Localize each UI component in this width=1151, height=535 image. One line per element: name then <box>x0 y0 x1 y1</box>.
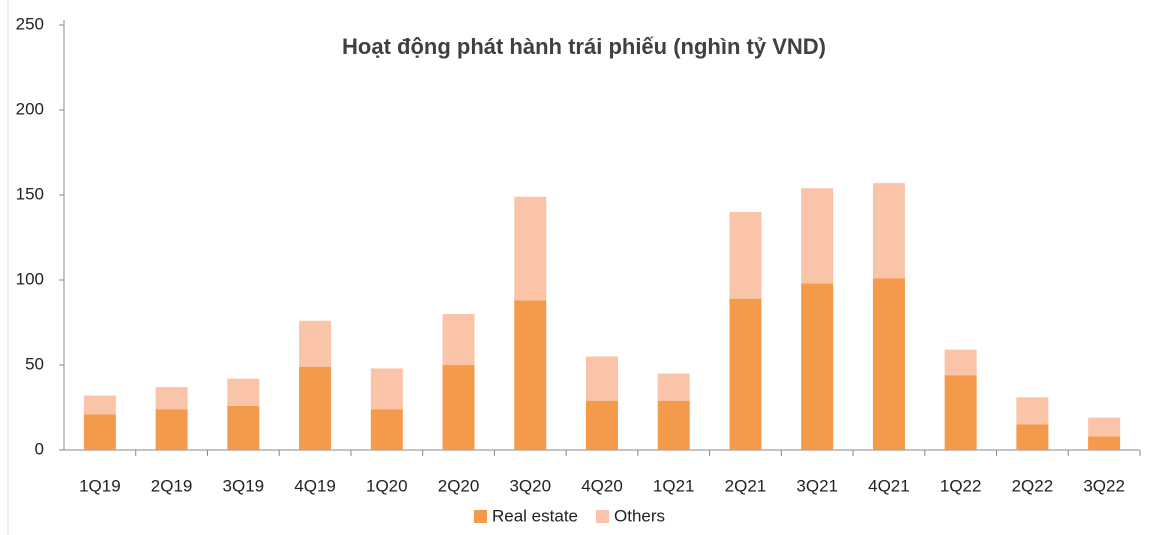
x-tick-label: 4Q19 <box>294 476 336 495</box>
bar-segment <box>657 373 690 401</box>
x-tick-label: 2Q19 <box>151 476 193 495</box>
bar-segment <box>1088 436 1121 450</box>
bar-segment <box>657 400 690 450</box>
bar-segment <box>227 405 260 450</box>
x-tick-label: 2Q22 <box>1012 476 1054 495</box>
y-tick-label: 100 <box>16 269 44 288</box>
x-tick-label: 1Q22 <box>940 476 982 495</box>
bar-segment <box>872 278 905 450</box>
chart-title: Hoạt động phát hành trái phiếu (nghìn tỷ… <box>342 34 826 59</box>
legend-label: Others <box>614 506 665 525</box>
x-tick-label: 1Q20 <box>366 476 408 495</box>
x-tick-label: 4Q21 <box>868 476 910 495</box>
y-tick-label: 200 <box>16 99 44 118</box>
bar-segment <box>155 387 188 410</box>
x-tick-label: 3Q20 <box>509 476 551 495</box>
bar-segment <box>299 366 332 450</box>
bar-segment <box>586 400 618 450</box>
bar-segment <box>514 196 547 301</box>
x-tick-label: 2Q20 <box>438 476 480 495</box>
x-tick-label: 3Q22 <box>1083 476 1125 495</box>
bar-segment <box>514 300 547 450</box>
bar-segment <box>944 375 977 450</box>
bar-segment <box>729 212 762 299</box>
y-tick-label: 50 <box>25 354 44 373</box>
bar-segment <box>442 365 475 450</box>
bar-segment <box>586 356 618 401</box>
x-tick-label: 3Q21 <box>796 476 838 495</box>
bar-segment <box>299 320 332 367</box>
x-tick-label: 1Q19 <box>79 476 121 495</box>
bar-segment <box>729 298 762 450</box>
y-tick-label: 150 <box>16 184 44 203</box>
bar-segment <box>83 414 116 450</box>
legend-swatch <box>596 510 609 523</box>
bar-segment <box>1088 417 1121 437</box>
bar-segment <box>370 409 403 450</box>
bar-segment <box>1016 397 1049 425</box>
bar-segment <box>227 378 260 406</box>
bar-segment <box>155 409 188 450</box>
y-tick-label: 250 <box>16 14 44 33</box>
bar-segment <box>801 188 834 284</box>
bar-segment <box>442 314 475 365</box>
legend-swatch <box>474 510 487 523</box>
bar-segment <box>801 283 834 450</box>
bar-segment <box>1016 424 1049 450</box>
bar-segment <box>944 349 977 376</box>
x-tick-label: 3Q19 <box>223 476 265 495</box>
bar-segment <box>83 395 116 415</box>
x-tick-label: 2Q21 <box>725 476 767 495</box>
legend-label: Real estate <box>492 506 578 525</box>
bar-segment <box>370 368 403 410</box>
y-tick-label: 0 <box>35 439 44 458</box>
x-tick-label: 1Q21 <box>653 476 695 495</box>
x-tick-label: 4Q20 <box>581 476 623 495</box>
bar-segment <box>872 183 905 279</box>
